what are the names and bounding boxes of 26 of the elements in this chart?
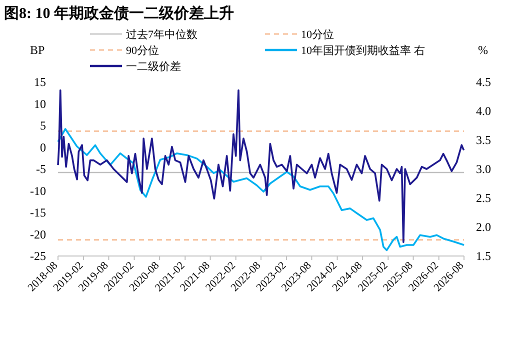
y-tick-label: -15 <box>30 206 46 220</box>
y2-tick-label: 3.0 <box>476 162 491 176</box>
y2-axis-title: % <box>478 43 488 57</box>
y2-tick-label: 3.5 <box>476 133 491 147</box>
y-tick-label: 5 <box>40 118 46 132</box>
legend-label: 过去7年中位数 <box>126 28 198 41</box>
y-tick-label: -20 <box>30 227 46 242</box>
y-tick-label: -25 <box>30 249 46 263</box>
y2-tick-label: 2.5 <box>476 191 491 205</box>
y2-tick-label: 4.0 <box>476 104 491 118</box>
y-tick-label: -10 <box>30 184 46 198</box>
legend-label: 一二级价差 <box>126 61 181 73</box>
line-series <box>57 128 465 252</box>
legend-label: 10年国开债到期收益率 右 <box>301 44 425 57</box>
y2-tick-label: 1.5 <box>476 249 491 263</box>
line-series <box>57 89 465 243</box>
legend-label: 90分位 <box>126 45 159 57</box>
legend-label: 10分位 <box>301 29 334 41</box>
y-tick-label: 0 <box>40 140 46 154</box>
y2-tick-label: 4.5 <box>476 75 491 89</box>
y2-tick-label: 2.0 <box>476 220 491 234</box>
chart-title: 图8: 10 年期政金债一二级价差上升 <box>4 5 234 22</box>
y-axis-title: BP <box>30 43 46 57</box>
y-tick-label: -5 <box>36 162 46 176</box>
y-tick-label: 10 <box>34 96 46 111</box>
y-tick-label: 15 <box>34 75 46 89</box>
